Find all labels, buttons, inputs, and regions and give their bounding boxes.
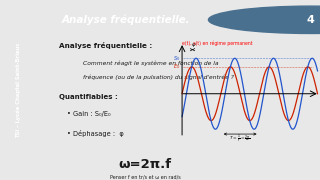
- Text: TSI – Lycée Chaptal Saint-Brieuc: TSI – Lycée Chaptal Saint-Brieuc: [16, 42, 21, 138]
- Text: fréquence (ou de la pulsation) du signal d'entrée ?: fréquence (ou de la pulsation) du signal…: [84, 75, 234, 80]
- Text: Analyse fréquentielle :: Analyse fréquentielle :: [59, 42, 153, 49]
- Text: • Gain : S₀/E₀: • Gain : S₀/E₀: [67, 111, 111, 117]
- Text: $E_0$: $E_0$: [173, 62, 181, 71]
- Text: 4: 4: [307, 15, 315, 25]
- Text: Quantifiables :: Quantifiables :: [59, 94, 118, 100]
- Text: Comment réagit le système en fonction de la: Comment réagit le système en fonction de…: [84, 60, 219, 66]
- Text: • Déphasage :  φ: • Déphasage : φ: [67, 130, 124, 137]
- Text: $\varphi$: $\varphi$: [191, 41, 197, 49]
- Circle shape: [208, 6, 320, 33]
- Text: Analyse fréquentielle.: Analyse fréquentielle.: [62, 15, 191, 25]
- Text: e(t), s(t) en régime permanent: e(t), s(t) en régime permanent: [182, 41, 252, 46]
- Text: Penser f en tr/s et ω en rad/s: Penser f en tr/s et ω en rad/s: [110, 174, 181, 179]
- Text: ω=2π.f: ω=2π.f: [119, 158, 172, 171]
- Text: $T=\frac{1}{f}=\frac{2\pi}{\omega}$: $T=\frac{1}{f}=\frac{2\pi}{\omega}$: [229, 134, 251, 145]
- Text: $S_0$: $S_0$: [173, 54, 181, 63]
